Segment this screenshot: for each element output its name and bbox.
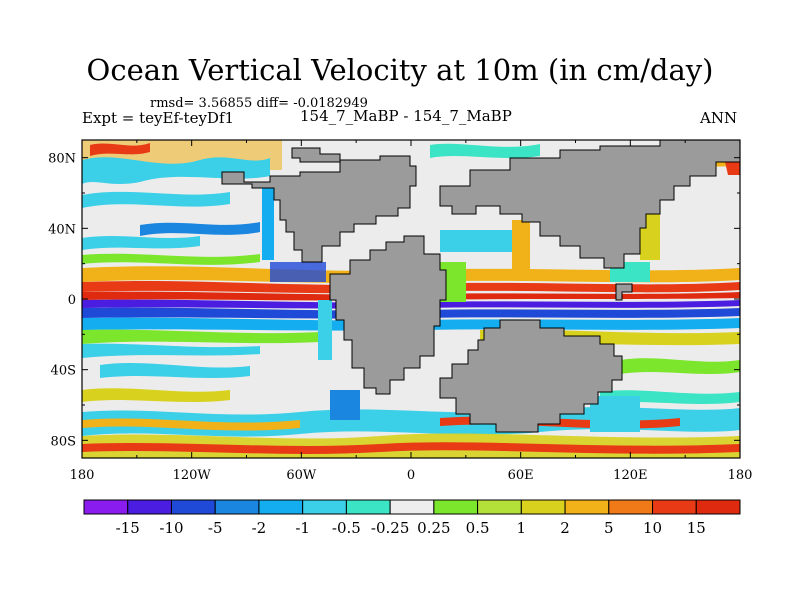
colorbar-label: -5: [208, 519, 223, 537]
colorbar-swatch: [258, 499, 304, 515]
lat-tick-label: 80S: [51, 434, 76, 449]
lon-tick-label: 120E: [613, 468, 647, 483]
landmass-small-islet: [615, 283, 633, 301]
lat-tick-label: 0: [68, 293, 76, 308]
plot-title: Ocean Vertical Velocity at 10m (in cm/da…: [86, 53, 714, 87]
colorbar-label: 15: [687, 519, 706, 537]
season-label: ANN: [700, 109, 738, 127]
colorbar-label: 10: [643, 519, 662, 537]
colorbar-label: -15: [116, 519, 140, 537]
lon-tick-label: 120W: [173, 468, 212, 483]
lat-tick-label: 40S: [51, 364, 76, 379]
colorbar-swatch: [170, 499, 216, 515]
colorbar-swatch: [83, 499, 129, 515]
colorbar-swatch: [520, 499, 566, 515]
land: [221, 140, 740, 433]
colorbar-label: 2: [560, 519, 570, 537]
colorbar-swatch: [564, 499, 610, 515]
map-area: [82, 140, 740, 458]
lon-tick-label: 180: [70, 468, 95, 483]
experiment-label: Expt = teyEf-teyDf1: [82, 109, 235, 127]
colorbar-swatch: [477, 499, 522, 515]
colorbar-label: 5: [604, 519, 614, 537]
colorbar-label: -2: [252, 519, 267, 537]
colorbar-label: 1: [517, 519, 527, 537]
lon-tick-label: 60E: [508, 468, 534, 483]
landmass-southeast: [439, 319, 623, 433]
colorbar-swatch: [608, 499, 654, 515]
colorbar-swatch: [345, 499, 391, 515]
colorbar-swatch: [433, 499, 479, 515]
period-label: 154_7_MaBP - 154_7_MaBP: [300, 107, 512, 125]
lon-tick-label: 0: [407, 468, 415, 483]
landmass-northeast: [439, 140, 740, 269]
colorbar-swatch: [652, 499, 697, 515]
colorbar-swatch: [389, 499, 435, 515]
colorbar-swatch: [214, 499, 260, 515]
lon-tick-label: 180: [728, 468, 753, 483]
colorbar-swatch: [695, 499, 741, 515]
landmass-west: [221, 155, 417, 263]
landmass-southwest: [329, 235, 447, 395]
lat-tick-label: 40N: [48, 222, 76, 237]
lon-tick-label: 60W: [286, 468, 317, 483]
colorbar-label: -0.25: [371, 519, 409, 537]
colorbar-label: -10: [159, 519, 183, 537]
lat-tick-label: 80N: [48, 152, 76, 167]
colorbar-label: -0.5: [332, 519, 361, 537]
axis-ticks: 80N 40N 0 40S 80S 180 120W 60W 0 60E 120E 180: [48, 140, 752, 483]
landmass-north-island: [291, 147, 341, 163]
colorbar-label: -1: [295, 519, 310, 537]
colorbar-swatch: [302, 499, 347, 515]
colorbar: -15 -10 -5 -2 -1 -0.5 -0.25 0.25 0.5 1 2 5 10 15: [83, 499, 741, 537]
stats-line: rmsd= 3.56855 diff= -0.0182949: [150, 96, 368, 111]
colorbar-label: 0.5: [466, 519, 490, 537]
colorbar-label: 0.25: [417, 519, 450, 537]
colorbar-swatch: [127, 499, 172, 515]
